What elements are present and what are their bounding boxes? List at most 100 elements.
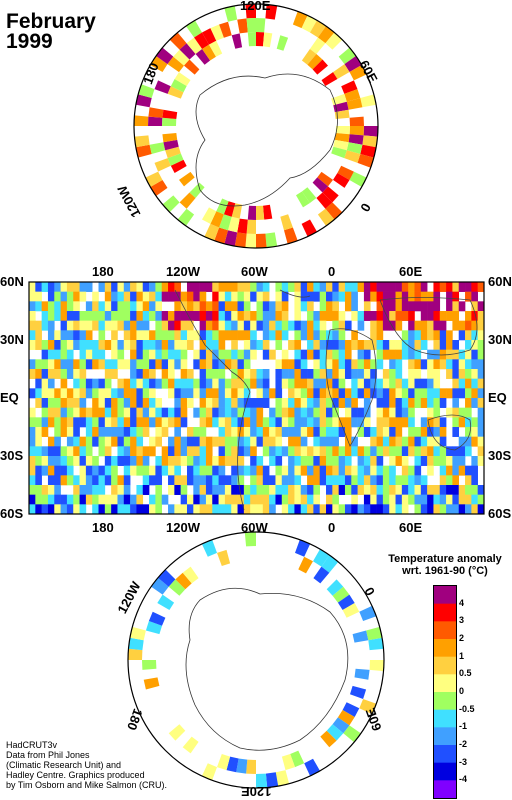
polar-cell bbox=[301, 15, 317, 33]
grid-cell bbox=[326, 291, 333, 302]
grid-cell bbox=[47, 398, 55, 408]
grid-cell bbox=[471, 349, 478, 360]
grid-cell bbox=[420, 446, 428, 457]
grid-cell bbox=[332, 282, 339, 292]
grid-cell bbox=[73, 369, 80, 379]
grid-cell bbox=[155, 311, 163, 321]
grid-cell bbox=[111, 349, 118, 360]
lon-top-3: 0 bbox=[328, 264, 336, 279]
grid-cell bbox=[85, 311, 93, 321]
grid-cell bbox=[319, 436, 327, 447]
polar-cell bbox=[142, 660, 157, 670]
grid-cell bbox=[130, 378, 137, 389]
grid-cell bbox=[79, 446, 87, 457]
grid-cell bbox=[477, 427, 484, 437]
grid-cell bbox=[250, 340, 257, 350]
grid-cell bbox=[60, 301, 68, 312]
grid-cell bbox=[224, 301, 232, 312]
grid-cell bbox=[92, 456, 99, 466]
grid-cell bbox=[180, 340, 188, 350]
grid-cell bbox=[47, 301, 55, 312]
grid-cell bbox=[130, 494, 137, 505]
polar-cell bbox=[265, 232, 278, 248]
grid-cell bbox=[54, 311, 61, 321]
grid-cell bbox=[186, 369, 194, 379]
grid-cell bbox=[117, 446, 125, 457]
grid-cell bbox=[357, 475, 365, 486]
polar-cell bbox=[245, 4, 256, 19]
grid-cell bbox=[168, 388, 175, 399]
grid-cell bbox=[262, 475, 270, 486]
polar-cell bbox=[182, 736, 199, 754]
grid-cell bbox=[174, 398, 181, 408]
lon-bottom-2: 60W bbox=[241, 520, 268, 535]
grid-cell bbox=[250, 427, 257, 437]
grid-cell bbox=[401, 330, 409, 341]
grid-cell bbox=[370, 378, 377, 389]
polar-cell bbox=[349, 126, 364, 136]
grid-cell bbox=[98, 407, 106, 418]
grid-cell bbox=[427, 378, 434, 389]
grid-cell bbox=[60, 407, 68, 418]
legend-label: 0.5 bbox=[459, 668, 472, 679]
grid-cell bbox=[471, 311, 478, 321]
grid-cell bbox=[142, 291, 150, 302]
grid-cell bbox=[338, 330, 346, 341]
grid-cell bbox=[35, 398, 42, 408]
grid-cell bbox=[98, 349, 106, 360]
grid-cell bbox=[382, 320, 390, 331]
grid-cell bbox=[117, 485, 125, 495]
grid-cell bbox=[237, 465, 245, 476]
grid-cell bbox=[452, 427, 460, 437]
grid-cell bbox=[332, 301, 339, 312]
grid-cell bbox=[446, 359, 453, 370]
grid-cell bbox=[111, 340, 118, 350]
grid-cell bbox=[41, 359, 49, 370]
grid-cell bbox=[98, 485, 106, 495]
grid-cell bbox=[294, 378, 302, 389]
grid-cell bbox=[401, 485, 409, 495]
grid-cell bbox=[465, 388, 472, 399]
grid-cell bbox=[357, 388, 365, 399]
grid-cell bbox=[66, 359, 74, 370]
grid-cell bbox=[79, 388, 87, 399]
grid-cell bbox=[205, 330, 213, 341]
polar-cell bbox=[182, 566, 199, 584]
grid-cell bbox=[382, 504, 390, 514]
polar-cell bbox=[162, 109, 178, 119]
grid-cell bbox=[446, 291, 453, 302]
grid-cell bbox=[465, 359, 472, 370]
grid-cell bbox=[174, 504, 181, 514]
grid-cell bbox=[313, 340, 320, 350]
grid-cell bbox=[180, 446, 188, 457]
grid-cell bbox=[477, 359, 484, 370]
grid-cell bbox=[408, 369, 415, 379]
grid-cell bbox=[401, 417, 409, 428]
grid-cell bbox=[427, 301, 434, 312]
south-label-bottom: 120E bbox=[241, 784, 272, 799]
grid-cell bbox=[275, 407, 283, 418]
grid-cell bbox=[73, 446, 80, 457]
grid-cell bbox=[237, 504, 245, 514]
grid-cell bbox=[313, 436, 320, 447]
grid-cell bbox=[376, 465, 384, 476]
grid-cell bbox=[35, 301, 42, 312]
grid-cell bbox=[433, 427, 441, 437]
grid-cell bbox=[136, 301, 144, 312]
grid-cell bbox=[218, 378, 226, 389]
grid-cell bbox=[332, 417, 339, 428]
grid-cell bbox=[307, 446, 314, 457]
grid-cell bbox=[193, 446, 200, 457]
grid-cell bbox=[54, 417, 61, 428]
grid-cell bbox=[41, 456, 49, 466]
grid-cell bbox=[414, 388, 422, 399]
grid-cell bbox=[389, 291, 396, 302]
grid-cell bbox=[136, 436, 144, 447]
grid-cell bbox=[130, 291, 137, 302]
grid-cell bbox=[98, 494, 106, 505]
page-title: February 1999 bbox=[6, 11, 96, 52]
grid-cell bbox=[193, 359, 200, 370]
grid-cell bbox=[243, 407, 251, 418]
grid-cell bbox=[269, 301, 276, 312]
grid-cell bbox=[465, 369, 472, 379]
